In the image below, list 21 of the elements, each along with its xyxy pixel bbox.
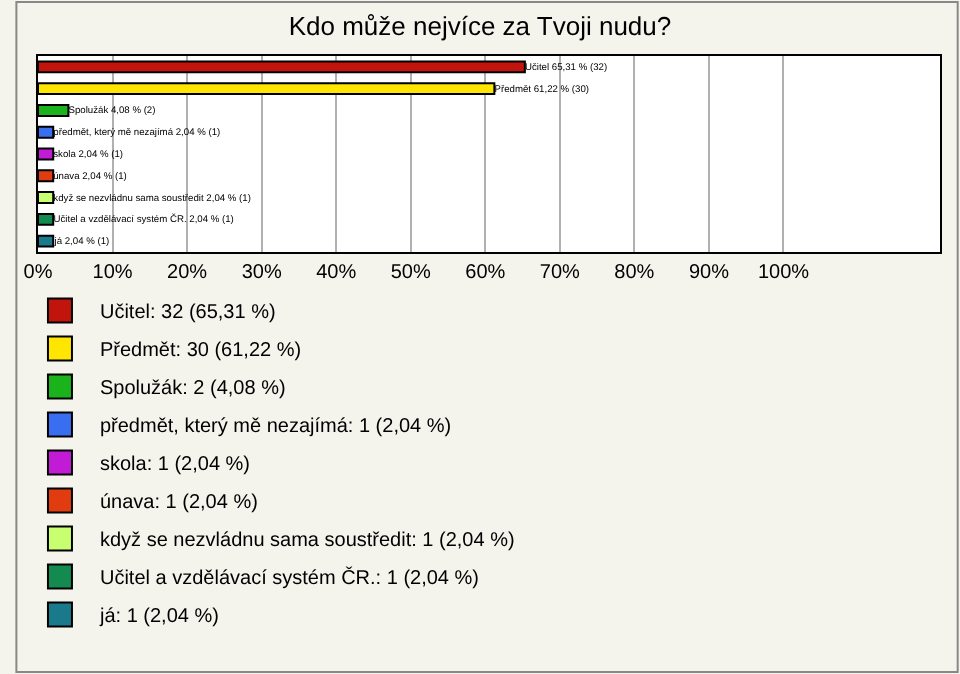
legend-label: Spolužák: 2 (4,08 %) xyxy=(99,378,286,401)
x-tick-label: 20% xyxy=(167,262,208,284)
x-tick-label: 10% xyxy=(92,262,133,284)
legend-label: Učitel: 32 (65,31 %) xyxy=(99,302,276,325)
x-tick-label: 40% xyxy=(316,262,357,284)
legend-label: únava: 1 (2,04 %) xyxy=(99,492,258,515)
x-tick-label: 50% xyxy=(390,262,431,284)
x-tick-label: 0% xyxy=(23,262,53,284)
x-tick-label: 80% xyxy=(614,262,655,284)
legend-label: předmět, který mě nezajímá: 1 (2,04 %) xyxy=(99,416,452,439)
legend-label: Učitel a vzdělávací systém ČR.: 1 (2,04 %) xyxy=(99,566,479,591)
chart-title: Kdo může nejvíce za Tvoji nudu? xyxy=(288,11,672,42)
legend-label: Předmět: 30 (61,22 %) xyxy=(99,340,302,363)
x-tick-label: 30% xyxy=(241,262,282,284)
legend-label: když se nezvládnu sama soustředit: 1 (2,04 %) xyxy=(99,530,515,553)
x-tick-label: 90% xyxy=(688,262,730,284)
x-tick-label: 60% xyxy=(465,262,506,284)
x-tick-label: 70% xyxy=(539,262,581,284)
x-tick-label: 100% xyxy=(757,262,810,284)
legend-label: já: 1 (2,04 %) xyxy=(97,606,219,629)
legend-label: skola: 1 (2,04 %) xyxy=(99,454,251,477)
